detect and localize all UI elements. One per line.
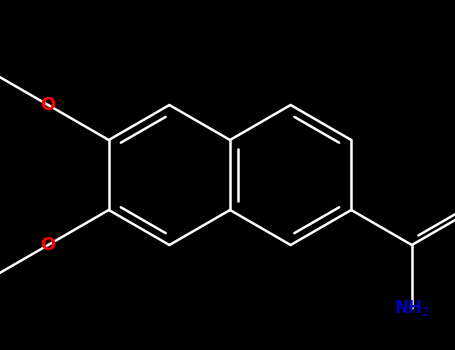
Text: NH$_2$: NH$_2$ — [394, 298, 430, 318]
Text: O: O — [40, 96, 56, 114]
Text: O: O — [40, 236, 56, 254]
